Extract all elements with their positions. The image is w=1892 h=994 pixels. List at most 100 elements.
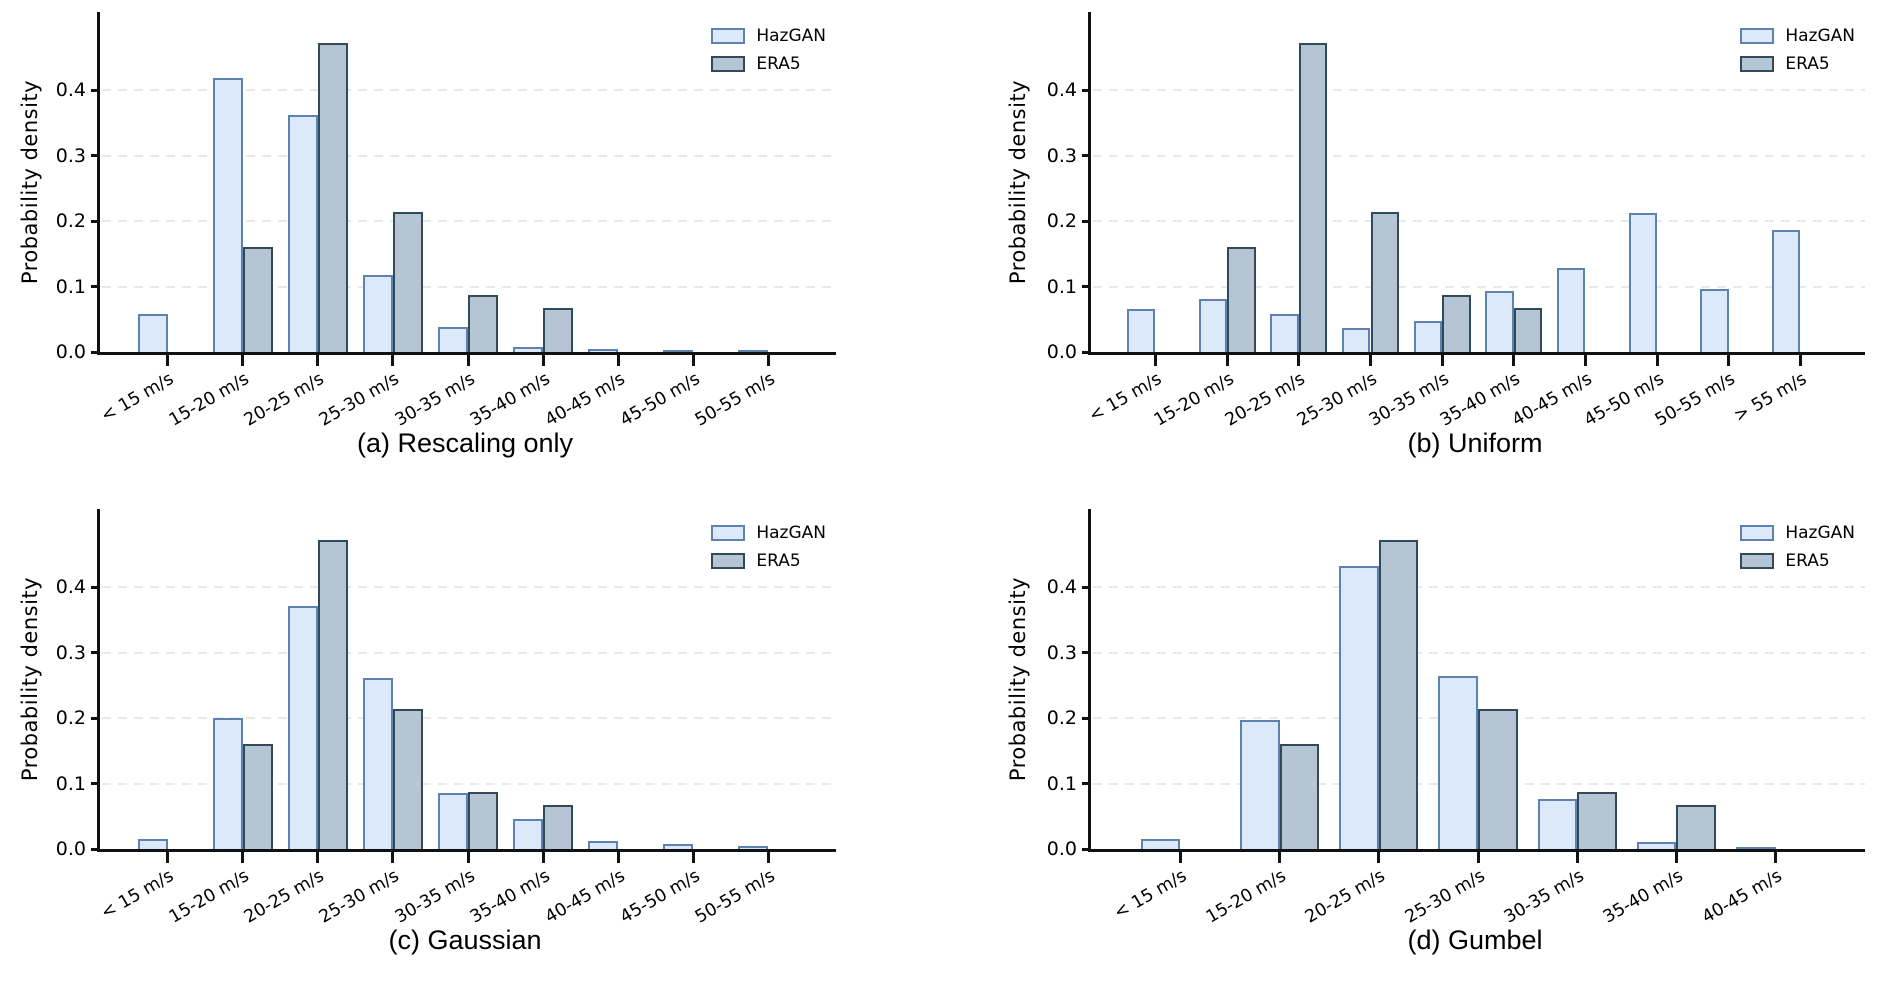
x-tick-mark xyxy=(691,852,695,863)
bar-era5-bin2 xyxy=(1378,539,1419,849)
x-tick-mark xyxy=(1774,852,1778,863)
x-tick-mark xyxy=(166,852,170,863)
bar-hazgan-bin8 xyxy=(738,845,769,849)
bar-hazgan-bin8 xyxy=(738,350,769,352)
x-tick-label: 30-35 m/s xyxy=(1500,866,1588,928)
bar-hazgan-bin3 xyxy=(1438,675,1478,849)
x-tick-mark xyxy=(616,852,620,863)
bar-era5-bin3 xyxy=(1370,212,1400,352)
y-tick-label: 0.2 xyxy=(55,707,86,730)
y-tick-label: 0.0 xyxy=(55,838,86,860)
subplot-d: Probability density 0.0 0.1 0.2 0.3 0.4 < 15 … xyxy=(946,497,1892,994)
legend-label: HazGAN xyxy=(1785,26,1855,46)
x-tick-mark xyxy=(466,355,470,366)
y-tick-label: 0.2 xyxy=(55,210,86,233)
bar-hazgan-bin0 xyxy=(1140,838,1181,849)
bar-era5-bin5 xyxy=(543,805,574,849)
y-tick-label: 0.3 xyxy=(55,641,86,664)
y-tick-label: 0.3 xyxy=(55,144,86,167)
subplot-caption: (d) Gumbel xyxy=(1407,925,1543,955)
y-axis-label: Probability density xyxy=(18,576,42,782)
subplot-b: Probability density 0.0 0.1 0.2 0.3 0.4 < 15 … xyxy=(946,0,1892,497)
bar-era5-bin5 xyxy=(1676,805,1717,849)
x-tick-label: 45-50 m/s xyxy=(616,866,704,928)
y-tick-label: 0.4 xyxy=(1046,576,1077,599)
legend-item-hazgan: HazGAN xyxy=(711,26,826,46)
x-tick-label: 15-20 m/s xyxy=(1150,369,1238,431)
bar-hazgan-bin7 xyxy=(663,843,694,849)
x-tick-label: 30-35 m/s xyxy=(1365,369,1453,431)
hazgan-swatch xyxy=(711,28,746,44)
x-tick-mark xyxy=(316,852,320,863)
x-tick-mark xyxy=(1440,355,1444,366)
x-tick-mark xyxy=(1584,355,1587,366)
bar-hazgan-bin8 xyxy=(1700,288,1729,352)
x-tick-label: 50-55 m/s xyxy=(1652,369,1739,431)
x-tick-mark xyxy=(1727,355,1731,366)
x-tick-label: 45-50 m/s xyxy=(616,369,704,431)
bar-hazgan-bin6 xyxy=(1736,847,1776,849)
y-tick-mark xyxy=(91,847,100,851)
y-tick-mark xyxy=(91,651,100,655)
bar-era5-bin4 xyxy=(468,792,499,849)
bar-era5-bin5 xyxy=(543,308,574,352)
x-tick-mark xyxy=(1225,355,1229,366)
gridline xyxy=(102,220,836,223)
bar-hazgan-bin5 xyxy=(1636,841,1677,849)
y-tick-label: 0.1 xyxy=(55,275,86,298)
x-tick-label: > 55 m/s xyxy=(1731,369,1811,427)
x-tick-mark xyxy=(1512,355,1516,366)
legend-item-era5: ERA5 xyxy=(1740,54,1855,74)
bar-hazgan-bin9 xyxy=(1771,229,1801,352)
x-tick-mark xyxy=(1369,355,1372,366)
y-tick-mark xyxy=(91,285,100,289)
bar-era5-bin2 xyxy=(317,42,348,352)
x-tick-label: 50-55 m/s xyxy=(691,866,779,928)
x-tick-label: 25-30 m/s xyxy=(316,369,403,431)
legend: HazGAN ERA5 xyxy=(1740,523,1855,571)
bar-era5-bin1 xyxy=(242,247,273,352)
y-tick-label: 0.3 xyxy=(1046,144,1077,167)
x-tick-label: 15-20 m/s xyxy=(166,866,253,928)
x-tick-label: 35-40 m/s xyxy=(1437,369,1524,431)
subplot-caption: (c) Gaussian xyxy=(388,925,542,955)
x-tick-label: 30-35 m/s xyxy=(391,369,478,431)
y-tick-mark xyxy=(91,350,100,354)
x-tick-label: 40-45 m/s xyxy=(1699,866,1786,928)
hazgan-swatch xyxy=(1740,28,1775,44)
gridline xyxy=(1093,586,1865,589)
legend-label: ERA5 xyxy=(1785,54,1830,74)
gridline xyxy=(1093,285,1865,288)
bar-hazgan-bin1 xyxy=(1198,299,1228,352)
gridline xyxy=(1093,89,1865,92)
x-tick-mark xyxy=(541,355,545,366)
x-tick-label: 40-45 m/s xyxy=(541,369,629,431)
y-tick-mark xyxy=(1082,154,1091,158)
bar-era5-bin2 xyxy=(1298,42,1328,352)
legend-label: HazGAN xyxy=(756,26,826,46)
x-tick-label: 15-20 m/s xyxy=(166,369,253,431)
legend-label: HazGAN xyxy=(1785,523,1855,543)
x-tick-mark xyxy=(1476,852,1480,863)
x-tick-label: 50-55 m/s xyxy=(691,369,779,431)
bar-hazgan-bin1 xyxy=(1239,720,1280,849)
hazgan-swatch xyxy=(711,525,746,541)
y-tick-label: 0.2 xyxy=(1046,707,1077,730)
x-tick-mark xyxy=(616,355,620,366)
x-tick-label: 40-45 m/s xyxy=(1508,369,1596,431)
x-tick-mark xyxy=(1154,355,1157,366)
bar-hazgan-bin7 xyxy=(1628,212,1658,352)
plot-area: 0.0 0.1 0.2 0.3 0.4 < 15 m/s 15-20 m/s 20-25 m/… xyxy=(1047,12,1865,431)
y-tick-label: 0.4 xyxy=(55,576,86,599)
y-tick-mark xyxy=(91,585,100,589)
y-tick-label: 0.1 xyxy=(55,772,86,795)
bar-hazgan-bin3 xyxy=(362,677,393,849)
bar-hazgan-bin4 xyxy=(1413,320,1443,352)
legend-item-era5: ERA5 xyxy=(711,54,826,74)
x-tick-mark xyxy=(166,355,170,366)
x-tick-label: 25-30 m/s xyxy=(1401,866,1488,928)
x-tick-mark xyxy=(466,852,470,863)
bar-hazgan-bin4 xyxy=(437,792,468,849)
x-tick-mark xyxy=(766,355,770,366)
bar-hazgan-bin2 xyxy=(1270,314,1299,352)
